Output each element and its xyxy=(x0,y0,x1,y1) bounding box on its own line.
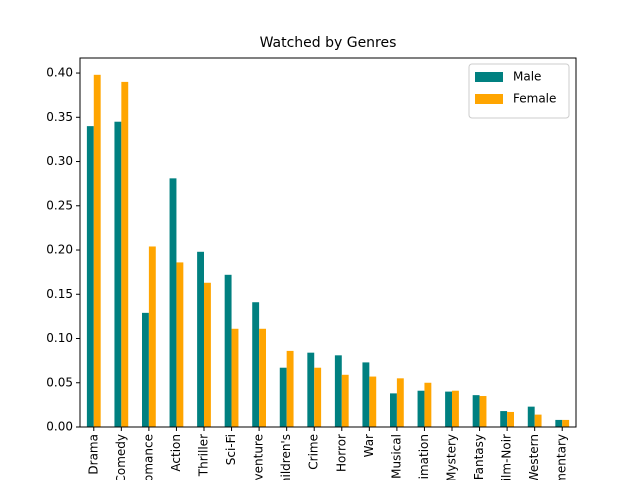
bar xyxy=(562,419,570,427)
x-tick-label: Mystery xyxy=(445,434,459,480)
x-tick-label: Action xyxy=(169,434,183,472)
bar xyxy=(534,414,542,427)
x-tick-label: Fantasy xyxy=(472,434,486,480)
bar xyxy=(279,367,287,427)
bar xyxy=(121,81,129,427)
x-tick-label: Drama xyxy=(86,434,100,475)
x-tick-label: Adventure xyxy=(252,434,266,480)
bar xyxy=(314,367,322,427)
bar xyxy=(500,411,508,427)
bar xyxy=(286,350,294,427)
bar xyxy=(197,251,204,427)
bar xyxy=(341,374,349,427)
legend-label: Male xyxy=(513,70,541,84)
bar xyxy=(252,302,260,427)
bar xyxy=(231,328,239,427)
bar xyxy=(472,395,480,427)
chart-title: Watched by Genres xyxy=(260,35,397,51)
bar xyxy=(527,406,535,427)
bar xyxy=(417,390,425,427)
bar xyxy=(224,274,232,427)
y-tick-label: 0.30 xyxy=(46,154,73,168)
x-tick-label: Film-Noir xyxy=(500,434,514,480)
bar xyxy=(362,362,370,427)
bar xyxy=(479,396,487,427)
x-tick-label: Romance xyxy=(141,434,155,480)
bar xyxy=(390,393,397,427)
plot-frame xyxy=(79,57,577,428)
y-tick-label: 0.40 xyxy=(46,66,73,80)
x-tick-label: Children's xyxy=(279,434,293,480)
bar xyxy=(176,262,184,427)
x-tick-label: Thriller xyxy=(197,434,211,477)
y-tick-label: 0.05 xyxy=(46,375,73,389)
x-tick-label: Musical xyxy=(389,434,403,479)
legend-swatch xyxy=(475,72,503,82)
bar xyxy=(334,355,342,427)
y-tick-label: 0.00 xyxy=(46,420,73,434)
legend-swatch xyxy=(475,94,503,104)
bar xyxy=(555,419,563,427)
bar xyxy=(93,74,101,427)
bar xyxy=(452,390,459,427)
bar xyxy=(148,246,156,427)
y-tick-label: 0.25 xyxy=(46,198,73,212)
x-tick-label: Horror xyxy=(334,434,348,472)
bar xyxy=(142,312,149,427)
y-tick-label: 0.35 xyxy=(46,110,73,124)
bar xyxy=(307,352,315,427)
bar xyxy=(369,376,377,427)
x-tick-label: Comedy xyxy=(114,434,128,480)
bar xyxy=(445,391,452,427)
bar xyxy=(86,126,94,427)
y-tick-label: 0.10 xyxy=(46,331,73,345)
bar xyxy=(507,411,514,427)
y-tick-label: 0.20 xyxy=(46,243,73,257)
x-tick-label: Western xyxy=(527,434,541,480)
x-tick-label: War xyxy=(362,434,376,457)
x-tick-label: Sci-Fi xyxy=(224,434,238,465)
x-tick-label: Crime xyxy=(307,434,321,470)
bar xyxy=(204,282,211,427)
bar xyxy=(114,121,122,428)
bar xyxy=(424,382,432,427)
legend-label: Female xyxy=(513,92,556,106)
x-tick-label: Documentary xyxy=(555,434,569,480)
bar xyxy=(259,328,266,427)
bar xyxy=(169,178,177,427)
y-tick-label: 0.15 xyxy=(46,287,73,301)
bar xyxy=(396,378,404,427)
x-tick-label: Animation xyxy=(417,434,431,480)
